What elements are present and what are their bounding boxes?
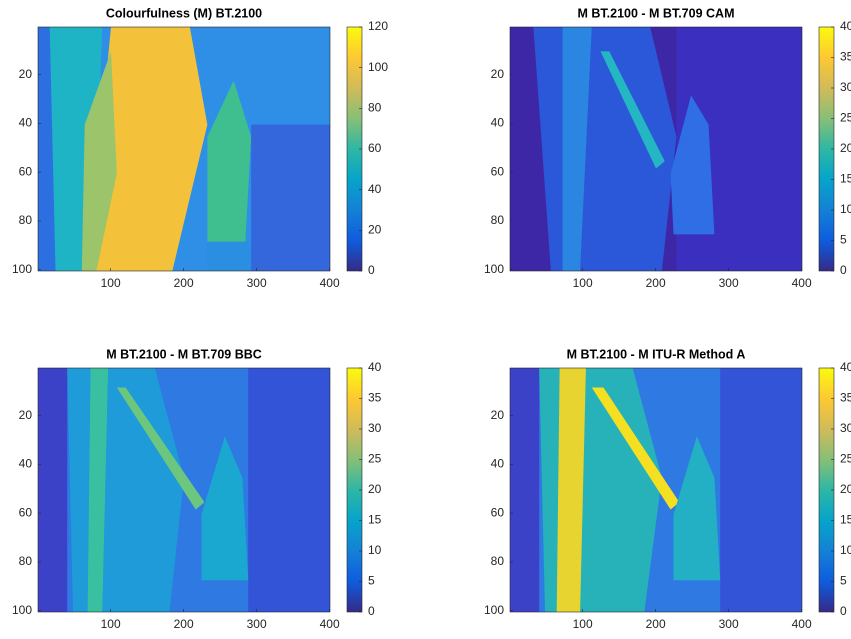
image	[38, 368, 330, 612]
x-tick-label: 100	[101, 617, 121, 631]
x-tick-label: 400	[792, 617, 812, 631]
y-tick-label: 20	[491, 67, 505, 81]
colorbar-tick-label: 40	[368, 182, 382, 196]
colorbar-tick-label: 15	[840, 172, 851, 186]
x-tick-label: 300	[719, 276, 739, 290]
y-tick-label: 20	[19, 408, 33, 422]
colorbar-tick-label: 40	[840, 360, 851, 374]
colorbar-tick-label: 20	[840, 482, 851, 496]
x-tick-label: 200	[646, 276, 666, 290]
image	[38, 27, 330, 271]
axes-box	[509, 26, 803, 272]
y-tick-label: 60	[491, 505, 505, 519]
colorbar-tick-label: 15	[368, 513, 382, 527]
title: M BT.2100 - M ITU-R Method A	[567, 347, 746, 361]
x-tick-label: 300	[247, 617, 267, 631]
title: M BT.2100 - M BT.709 BBC	[106, 347, 262, 361]
colorbar-tick-label: 20	[840, 141, 851, 155]
colorbar-tick-label: 60	[368, 141, 382, 155]
colorbar-tick-label: 25	[840, 452, 851, 466]
colorbar-tick-label: 30	[840, 80, 851, 94]
axes-box	[37, 367, 331, 613]
y-tick-label: 40	[19, 116, 33, 130]
colorbar-tick-label: 20	[368, 223, 382, 237]
y-tick-label: 100	[484, 603, 504, 617]
colorbar-tick-label: 10	[840, 202, 851, 216]
colorbar-tick-label: 10	[368, 543, 382, 557]
colorbar-tick-label: 40	[368, 360, 382, 374]
y-tick-label: 80	[491, 213, 505, 227]
y-tick-label: 60	[19, 505, 33, 519]
colorbar-tick-label: 10	[840, 543, 851, 557]
colorbar-tick-label: 30	[368, 421, 382, 435]
y-tick-label: 100	[12, 603, 32, 617]
y-tick-label: 40	[491, 457, 505, 471]
x-tick-label: 100	[573, 276, 593, 290]
colorbar-tick-label: 35	[840, 391, 851, 405]
y-tick-label: 40	[19, 457, 33, 471]
colorbar-tick-label: 0	[840, 604, 847, 618]
axes-box	[509, 367, 803, 613]
y-tick-label: 60	[491, 164, 505, 178]
colorbar-tick-label: 35	[368, 391, 382, 405]
x-tick-label: 200	[174, 276, 194, 290]
colorbar-tick-label: 0	[368, 263, 375, 277]
x-tick-label: 300	[719, 617, 739, 631]
x-tick-label: 100	[573, 617, 593, 631]
y-tick-label: 100	[12, 262, 32, 276]
colorbar-tick-label: 0	[840, 263, 847, 277]
colorbar-tick-label: 35	[840, 50, 851, 64]
y-tick-label: 80	[19, 213, 33, 227]
axes-box	[37, 26, 331, 272]
y-tick-label: 80	[19, 554, 33, 568]
image	[510, 368, 802, 612]
colorbar-tick-label: 40	[840, 19, 851, 33]
colorbar-tick-label: 15	[840, 513, 851, 527]
colorbar-tick-label: 80	[368, 101, 382, 115]
colorbar-tick-label: 25	[840, 111, 851, 125]
colorbar-tick-label: 5	[840, 574, 847, 588]
x-tick-label: 200	[646, 617, 666, 631]
y-tick-label: 80	[491, 554, 505, 568]
y-tick-label: 20	[491, 408, 505, 422]
colorbar-tick-label: 0	[368, 604, 375, 618]
y-tick-label: 20	[19, 67, 33, 81]
colorbar-tick-label: 5	[840, 233, 847, 247]
x-tick-label: 400	[320, 617, 340, 631]
x-tick-label: 400	[792, 276, 812, 290]
title: Colourfulness (M) BT.2100	[106, 6, 262, 20]
colorbar-tick-label: 25	[368, 452, 382, 466]
y-tick-label: 100	[484, 262, 504, 276]
colorbar-tick-label: 30	[840, 421, 851, 435]
colorbar-tick-label: 120	[368, 19, 388, 33]
colorbar-tick-label: 5	[368, 574, 375, 588]
y-tick-label: 40	[491, 116, 505, 130]
title: M BT.2100 - M BT.709 CAM	[578, 6, 735, 20]
colorbar-tick-label: 20	[368, 482, 382, 496]
x-tick-label: 400	[320, 276, 340, 290]
x-tick-label: 200	[174, 617, 194, 631]
image	[510, 27, 802, 271]
colorbar-tick-label: 100	[368, 60, 388, 74]
x-tick-label: 300	[247, 276, 267, 290]
y-tick-label: 60	[19, 164, 33, 178]
x-tick-label: 100	[101, 276, 121, 290]
